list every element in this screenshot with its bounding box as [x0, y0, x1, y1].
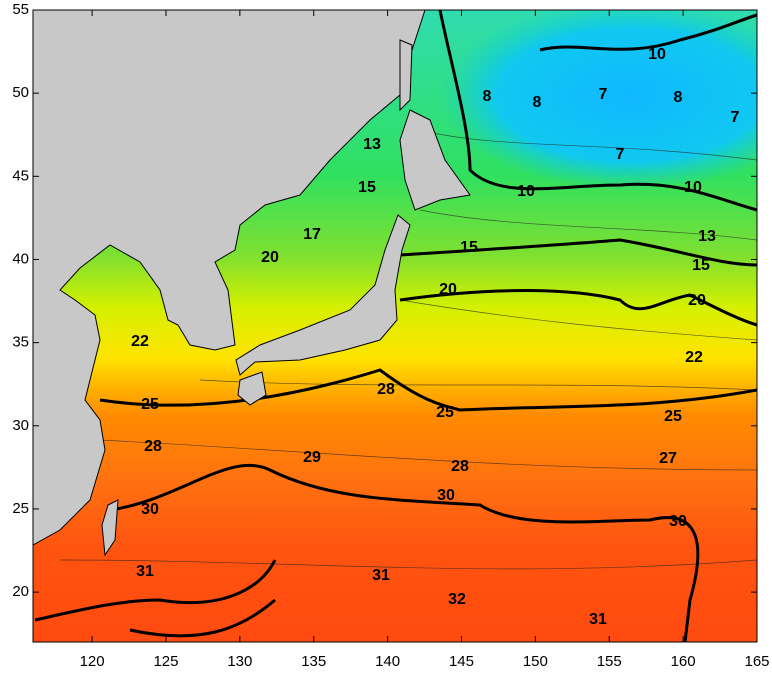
contour-label: 13	[698, 228, 716, 245]
sakhalin	[399, 39, 413, 112]
contour-label: 7	[731, 109, 740, 126]
x-tick-label: 150	[523, 653, 548, 670]
x-tick-label: 165	[744, 653, 769, 670]
contour-labels: 10 8 8 7 8 7 7 13 15 17 10 10 13 15 20 15 20 20 22 22 25 28 25…	[131, 46, 739, 628]
contour-label: 20	[688, 292, 706, 309]
cold-pool	[440, 10, 757, 190]
mainland	[32, 9, 426, 546]
contour-label: 28	[377, 381, 395, 398]
contour-label: 20	[439, 281, 457, 298]
kyushu	[237, 371, 267, 406]
y-tick-label: 20	[12, 583, 29, 600]
contour-label: 8	[483, 88, 492, 105]
contour-label: 10	[648, 46, 666, 63]
x-tick-label: 155	[597, 653, 622, 670]
contour-label: 10	[517, 183, 535, 200]
contour-label: 8	[533, 94, 542, 111]
contour-label: 32	[448, 591, 466, 608]
x-tick-label: 130	[227, 653, 252, 670]
y-tick-label: 50	[12, 84, 29, 101]
contour-label: 15	[358, 179, 376, 196]
y-tick-label: 55	[12, 1, 29, 18]
contour-label: 25	[141, 396, 159, 413]
contour-label: 25	[664, 408, 682, 425]
y-tick-label: 25	[12, 500, 29, 517]
y-tick-label: 40	[12, 250, 29, 267]
taiwan	[101, 499, 119, 557]
x-tick-label: 145	[449, 653, 474, 670]
contour-label: 17	[303, 226, 321, 243]
contour-label: 15	[692, 257, 710, 274]
x-tick-label: 160	[671, 653, 696, 670]
contour-label: 10	[684, 179, 702, 196]
contour-label: 13	[363, 136, 381, 153]
contour-label: 8	[674, 89, 683, 106]
contour-label: 15	[460, 239, 478, 256]
contour-label: 22	[685, 349, 703, 366]
x-tick-label: 135	[301, 653, 326, 670]
hokkaido	[399, 109, 471, 211]
contour-label: 22	[131, 333, 149, 350]
contour-label: 7	[599, 86, 608, 103]
contour-label: 31	[372, 567, 390, 584]
x-tick-label: 120	[80, 653, 105, 670]
contour-label: 30	[669, 513, 687, 530]
contour-label: 31	[589, 611, 607, 628]
y-tick-label: 30	[12, 417, 29, 434]
x-tick-label: 140	[375, 653, 400, 670]
frame	[32, 9, 758, 643]
contour-label: 29	[303, 449, 321, 466]
contour-label: 31	[136, 563, 154, 580]
land	[32, 9, 471, 557]
y-tick-label: 45	[12, 167, 29, 184]
y-tick-label: 35	[12, 334, 29, 351]
contour-label: 28	[451, 458, 469, 475]
contour-label: 27	[659, 450, 677, 467]
field	[33, 10, 757, 642]
x-tick-label: 125	[153, 653, 178, 670]
contour-label: 30	[437, 487, 455, 504]
contour-label: 28	[144, 438, 162, 455]
contour-label: 7	[616, 146, 625, 163]
contour-label: 25	[436, 404, 454, 421]
honshu	[235, 214, 411, 376]
contour-label: 20	[261, 249, 279, 266]
contour-label: 30	[141, 501, 159, 518]
axes: 120 125 130 135 140 145 150 155 160 165 20 25 30 35 40…	[12, 1, 769, 670]
